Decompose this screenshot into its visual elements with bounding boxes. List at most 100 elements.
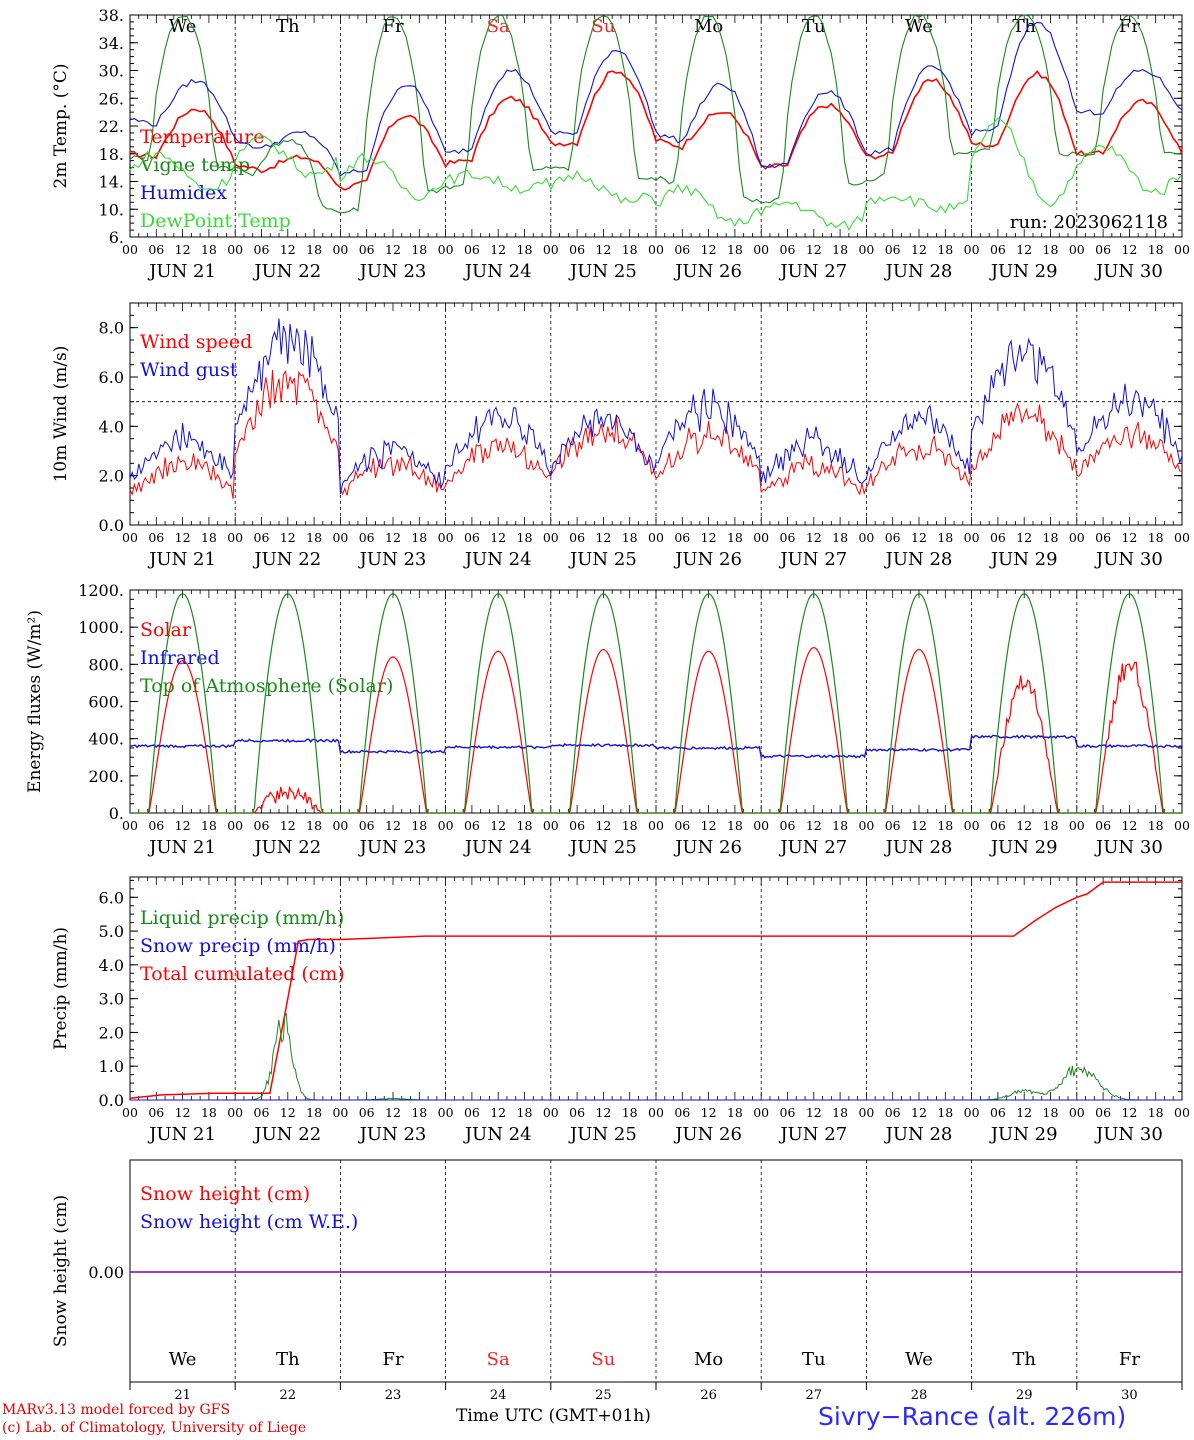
hour-tick-label: 18	[727, 818, 743, 833]
hour-tick-label: 18	[306, 530, 322, 545]
hour-tick-label: 00	[1069, 242, 1085, 257]
hour-tick-label: 18	[411, 530, 427, 545]
hour-tick-label: 12	[1016, 530, 1032, 545]
bottom-weekday-label: Sa	[487, 1349, 510, 1370]
hour-tick-label: 00	[543, 530, 559, 545]
y-axis-label: Energy fluxes (W/m²)	[25, 610, 45, 793]
y-tick-label: 18.	[99, 145, 124, 164]
date-label: JUN 30	[1094, 261, 1163, 282]
date-label: JUN 25	[568, 261, 637, 282]
hour-tick-label: 12	[701, 818, 717, 833]
hour-tick-label: 06	[569, 818, 585, 833]
hour-tick-label: 00	[1069, 530, 1085, 545]
hour-tick-label: 06	[464, 818, 480, 833]
date-label: JUN 29	[989, 549, 1058, 570]
hour-tick-label: 00	[543, 818, 559, 833]
date-label: JUN 30	[1094, 837, 1163, 858]
hour-tick-label: 06	[464, 242, 480, 257]
hour-tick-label: 12	[595, 1105, 611, 1120]
date-label: JUN 25	[568, 837, 637, 858]
hour-tick-label: 12	[1121, 242, 1137, 257]
hour-tick-label: 00	[438, 1105, 454, 1120]
y-tick-label: 14.	[99, 173, 124, 192]
hour-tick-label: 18	[201, 530, 217, 545]
hour-tick-label: 06	[885, 242, 901, 257]
bottom-weekday-label: Th	[276, 1349, 300, 1370]
hour-tick-label: 06	[148, 818, 164, 833]
hour-tick-label: 12	[385, 1105, 401, 1120]
hour-tick-label: 18	[1043, 242, 1059, 257]
hour-tick-label: 18	[411, 1105, 427, 1120]
y-tick-label: 30.	[99, 62, 124, 81]
hour-tick-label: 06	[990, 818, 1006, 833]
hour-tick-label: 12	[490, 242, 506, 257]
hour-tick-label: 06	[780, 530, 796, 545]
hour-tick-label: 12	[595, 242, 611, 257]
series-line-infrared	[129, 733, 1183, 759]
hour-tick-label: 00	[332, 1105, 348, 1120]
date-label: JUN 30	[1094, 1124, 1163, 1145]
hour-tick-label: 06	[254, 530, 270, 545]
date-label: JUN 28	[884, 837, 953, 858]
legend-entry: DewPoint Temp	[140, 210, 291, 232]
hour-tick-label: 12	[1016, 818, 1032, 833]
hour-tick-label: 18	[832, 1105, 848, 1120]
hour-tick-label: 06	[569, 242, 585, 257]
hour-tick-label: 18	[201, 242, 217, 257]
hour-tick-label: 12	[385, 818, 401, 833]
hour-tick-label: 18	[727, 530, 743, 545]
hour-tick-label: 06	[1095, 1105, 1111, 1120]
hour-tick-label: 12	[911, 242, 927, 257]
hour-tick-label: 18	[937, 242, 953, 257]
hour-tick-label: 00	[1069, 1105, 1085, 1120]
hour-tick-label: 06	[148, 1105, 164, 1120]
date-label: JUN 24	[463, 1124, 532, 1145]
date-label: JUN 23	[358, 549, 427, 570]
y-tick-label: 3.0	[99, 990, 124, 1009]
panel-frame	[129, 589, 1183, 814]
y-tick-label: 8.0	[99, 319, 124, 338]
hour-tick-label: 06	[674, 818, 690, 833]
series-line-wind-speed	[129, 369, 1183, 499]
date-label: JUN 22	[252, 1124, 321, 1145]
hour-tick-label: 18	[622, 530, 638, 545]
series-line-temperature	[129, 69, 1183, 191]
hour-tick-label: 12	[911, 530, 927, 545]
y-tick-label: 6.0	[99, 888, 124, 907]
hour-tick-label: 18	[832, 530, 848, 545]
weekday-label: Th	[1012, 16, 1036, 37]
legend-entry: Vigne temp	[139, 154, 250, 176]
y-axis-label: Snow height (cm)	[51, 1195, 71, 1347]
hour-tick-label: 18	[1043, 530, 1059, 545]
legend-entry: Temperature	[140, 126, 264, 148]
y-tick-label: 0.0	[99, 1091, 124, 1110]
hour-tick-label: 00	[753, 242, 769, 257]
date-label: JUN 29	[989, 1124, 1058, 1145]
weekday-label: Tu	[802, 16, 826, 37]
hour-tick-label: 18	[1148, 242, 1164, 257]
hour-tick-label: 06	[885, 1105, 901, 1120]
y-tick-label: 200.	[88, 767, 124, 786]
weekday-label: Sa	[487, 16, 510, 37]
bottom-weekday-label: Su	[591, 1349, 615, 1370]
hour-tick-label: 12	[175, 818, 191, 833]
hour-tick-label: 18	[832, 818, 848, 833]
y-tick-label: 5.0	[99, 922, 124, 941]
hour-tick-label: 00	[227, 818, 243, 833]
hour-tick-label: 00	[332, 530, 348, 545]
hour-tick-label: 18	[1043, 818, 1059, 833]
hour-tick-label: 18	[727, 242, 743, 257]
date-label: JUN 24	[463, 261, 532, 282]
bottom-weekday-label: Tu	[802, 1349, 826, 1370]
date-label: JUN 24	[463, 549, 532, 570]
hour-tick-label: 00	[964, 242, 980, 257]
hour-tick-label: 18	[1043, 1105, 1059, 1120]
date-label: JUN 21	[147, 261, 216, 282]
hour-tick-label: 00	[648, 530, 664, 545]
bottom-weekday-label: We	[905, 1349, 933, 1370]
hour-tick-label: 12	[1016, 242, 1032, 257]
date-label: JUN 22	[252, 837, 321, 858]
date-label: JUN 26	[673, 1124, 742, 1145]
hour-tick-label: 12	[911, 1105, 927, 1120]
